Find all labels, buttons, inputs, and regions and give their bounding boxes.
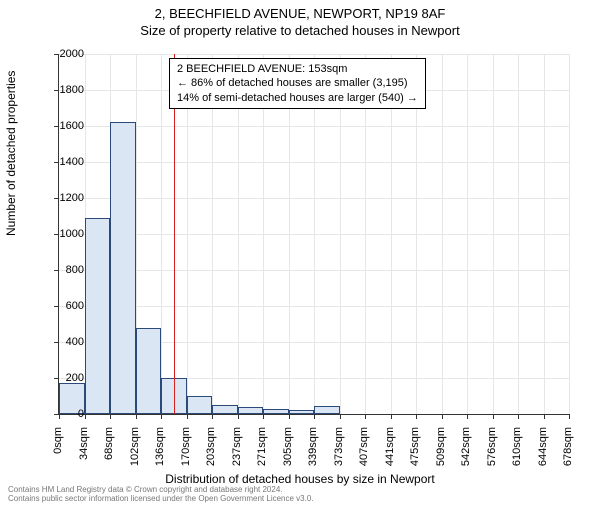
x-tick-label: 339sqm xyxy=(307,427,319,482)
x-tick-label: 576sqm xyxy=(486,427,498,482)
x-tick-mark xyxy=(518,414,519,419)
histogram-bar xyxy=(187,396,213,414)
x-tick-label: 407sqm xyxy=(358,427,370,482)
y-tick-label: 800 xyxy=(44,264,84,276)
histogram-bar xyxy=(110,122,136,414)
annotation-line3: 14% of semi-detached houses are larger (… xyxy=(177,91,418,105)
y-tick-label: 2000 xyxy=(44,48,84,60)
x-tick-mark xyxy=(289,414,290,419)
histogram-bar xyxy=(289,410,315,415)
x-tick-mark xyxy=(391,414,392,419)
x-tick-mark xyxy=(416,414,417,419)
annotation-box: 2 BEECHFIELD AVENUE: 153sqm ← 86% of det… xyxy=(169,58,426,109)
y-axis-label: Number of detached properties xyxy=(4,71,18,236)
x-tick-label: 136sqm xyxy=(154,427,166,482)
y-tick-label: 1000 xyxy=(44,228,84,240)
x-tick-label: 34sqm xyxy=(78,427,90,482)
y-tick-label: 0 xyxy=(44,408,84,420)
x-tick-mark xyxy=(340,414,341,419)
x-tick-label: 237sqm xyxy=(231,427,243,482)
x-tick-mark xyxy=(110,414,111,419)
footer-line2: Contains public sector information licen… xyxy=(8,494,314,504)
histogram-bar xyxy=(212,405,238,414)
histogram-bar xyxy=(314,406,340,414)
gridline-v xyxy=(569,54,570,414)
chart-title-main: 2, BEECHFIELD AVENUE, NEWPORT, NP19 8AF xyxy=(0,6,600,21)
x-tick-label: 610sqm xyxy=(511,427,523,482)
y-tick-label: 1600 xyxy=(44,120,84,132)
footer-line1: Contains HM Land Registry data © Crown c… xyxy=(8,485,314,495)
x-tick-mark xyxy=(493,414,494,419)
x-tick-mark xyxy=(314,414,315,419)
x-tick-label: 509sqm xyxy=(435,427,447,482)
histogram-bar xyxy=(238,407,264,414)
gridline-v xyxy=(442,54,443,414)
histogram-bar xyxy=(136,328,162,414)
x-tick-label: 170sqm xyxy=(180,427,192,482)
x-tick-mark xyxy=(161,414,162,419)
histogram-bar xyxy=(85,218,111,414)
x-tick-label: 68sqm xyxy=(103,427,115,482)
chart-title-sub: Size of property relative to detached ho… xyxy=(0,23,600,38)
x-tick-label: 678sqm xyxy=(562,427,574,482)
x-tick-mark xyxy=(544,414,545,419)
footer-attribution: Contains HM Land Registry data © Crown c… xyxy=(8,485,314,504)
y-tick-label: 200 xyxy=(44,372,84,384)
x-tick-mark xyxy=(238,414,239,419)
x-tick-label: 644sqm xyxy=(537,427,549,482)
x-tick-label: 271sqm xyxy=(256,427,268,482)
x-tick-mark xyxy=(569,414,570,419)
gridline-v xyxy=(493,54,494,414)
y-tick-label: 600 xyxy=(44,300,84,312)
x-tick-label: 542sqm xyxy=(460,427,472,482)
y-tick-label: 1400 xyxy=(44,156,84,168)
x-tick-mark xyxy=(136,414,137,419)
x-tick-mark xyxy=(187,414,188,419)
x-tick-mark xyxy=(85,414,86,419)
y-tick-label: 400 xyxy=(44,336,84,348)
gridline-v xyxy=(467,54,468,414)
histogram-bar xyxy=(263,409,289,414)
x-tick-label: 373sqm xyxy=(333,427,345,482)
x-tick-label: 0sqm xyxy=(52,427,64,482)
x-tick-label: 441sqm xyxy=(384,427,396,482)
x-tick-mark xyxy=(365,414,366,419)
gridline-v xyxy=(161,54,162,414)
y-tick-label: 1800 xyxy=(44,84,84,96)
x-tick-label: 102sqm xyxy=(129,427,141,482)
y-tick-label: 1200 xyxy=(44,192,84,204)
plot-region: 2 BEECHFIELD AVENUE: 153sqm ← 86% of det… xyxy=(58,54,569,415)
annotation-line2: ← 86% of detached houses are smaller (3,… xyxy=(177,76,418,90)
chart-container: 2, BEECHFIELD AVENUE, NEWPORT, NP19 8AF … xyxy=(0,6,600,506)
gridline-v xyxy=(544,54,545,414)
x-tick-mark xyxy=(467,414,468,419)
x-tick-mark xyxy=(442,414,443,419)
x-tick-label: 305sqm xyxy=(282,427,294,482)
x-tick-label: 475sqm xyxy=(409,427,421,482)
x-tick-mark xyxy=(212,414,213,419)
chart-area: 2 BEECHFIELD AVENUE: 153sqm ← 86% of det… xyxy=(58,54,568,414)
gridline-v xyxy=(518,54,519,414)
x-tick-mark xyxy=(263,414,264,419)
x-tick-label: 203sqm xyxy=(205,427,217,482)
annotation-line1: 2 BEECHFIELD AVENUE: 153sqm xyxy=(177,62,418,76)
